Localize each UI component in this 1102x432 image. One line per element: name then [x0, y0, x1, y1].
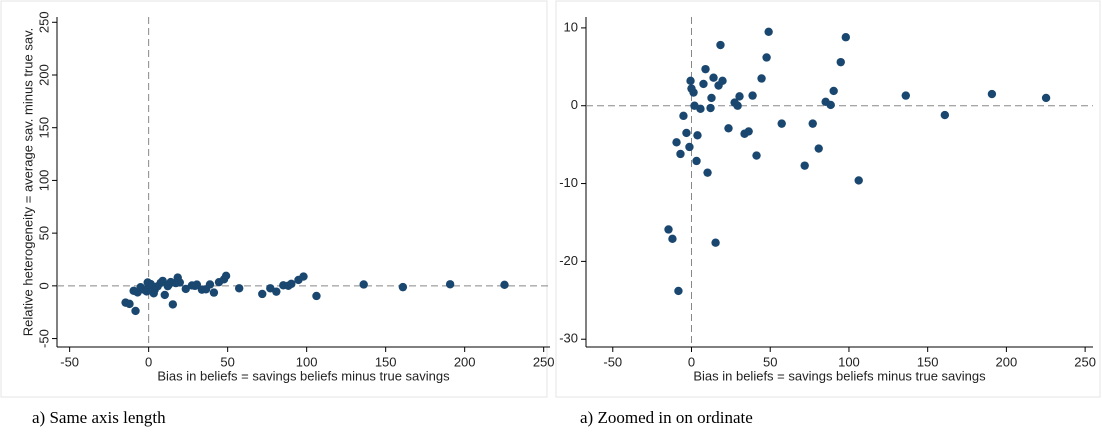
point	[125, 299, 134, 309]
x-tick-label: 250	[1074, 354, 1096, 369]
point	[757, 74, 766, 83]
point	[748, 91, 757, 100]
y-tick-label: 100	[36, 170, 51, 192]
caption: a) Zoomed in on ordinate	[580, 408, 753, 427]
y-axis-label: Relative heterogeneity = average sav. mi…	[20, 28, 35, 336]
x-tick-label: 0	[145, 354, 152, 369]
point	[234, 284, 244, 293]
point	[711, 238, 720, 247]
point	[142, 287, 151, 296]
point	[709, 73, 718, 82]
point	[676, 149, 685, 159]
point	[808, 119, 817, 128]
y-tick-label: 200	[36, 64, 51, 86]
x-tick-label: 50	[763, 354, 777, 369]
point	[724, 124, 733, 133]
point	[679, 111, 688, 121]
panel-frame	[0, 0, 548, 398]
x-tick-label: 0	[688, 354, 695, 369]
y-tick-label: 250	[36, 11, 51, 33]
y-tick-label: 10	[564, 19, 578, 34]
point	[158, 276, 167, 286]
point	[131, 306, 140, 316]
point	[209, 288, 219, 297]
y-tick-label: 0	[571, 97, 578, 112]
point	[718, 76, 727, 86]
x-tick-label: 200	[454, 354, 476, 369]
x-tick-label: 150	[917, 354, 939, 369]
point	[160, 290, 169, 300]
point	[685, 142, 694, 152]
point	[777, 119, 786, 128]
y-tick-label: -20	[559, 253, 578, 268]
point	[221, 271, 231, 281]
point	[800, 161, 809, 170]
x-axis-label: Bias in beliefs = savings beliefs minus …	[693, 368, 986, 383]
x-tick-label: -50	[603, 354, 622, 369]
point	[1041, 93, 1051, 103]
point	[987, 89, 997, 99]
point	[829, 86, 838, 96]
point	[752, 151, 761, 160]
x-tick-label: -50	[60, 354, 79, 369]
point	[841, 33, 850, 42]
point	[692, 156, 701, 166]
point	[733, 101, 742, 110]
point	[682, 128, 691, 138]
point	[181, 284, 190, 294]
point	[762, 53, 771, 62]
point	[258, 289, 267, 299]
point	[664, 225, 673, 234]
x-axis-label: Bias in beliefs = savings beliefs minus …	[157, 368, 450, 383]
point	[854, 176, 863, 185]
point	[814, 144, 823, 153]
point	[693, 131, 702, 140]
y-tick-label: 150	[36, 117, 51, 139]
point	[672, 138, 681, 147]
point	[168, 300, 178, 309]
point	[716, 40, 725, 50]
point	[744, 127, 753, 136]
point	[699, 79, 708, 89]
caption: a) Same axis length	[32, 408, 166, 427]
point	[272, 287, 281, 296]
point	[836, 57, 845, 67]
y-tick-label: 50	[36, 226, 51, 240]
point	[686, 76, 695, 86]
point	[735, 92, 744, 101]
point	[287, 279, 296, 289]
x-tick-label: 50	[220, 354, 234, 369]
point	[312, 291, 321, 301]
x-tick-label: 100	[296, 354, 318, 369]
point	[668, 234, 677, 244]
point	[707, 93, 716, 103]
y-tick-label: -50	[36, 329, 51, 348]
x-tick-label: 250	[533, 354, 555, 369]
point	[445, 280, 455, 289]
point	[940, 110, 950, 120]
y-tick-label: -30	[559, 331, 578, 346]
point	[703, 168, 712, 177]
x-tick-label: 200	[996, 354, 1018, 369]
point	[299, 272, 308, 281]
point	[826, 100, 835, 110]
point	[205, 280, 215, 289]
point	[398, 282, 408, 292]
y-tick-label: -10	[559, 175, 578, 190]
point	[359, 280, 368, 289]
point	[689, 88, 698, 97]
point	[706, 103, 715, 113]
x-tick-label: 150	[375, 354, 397, 369]
point	[764, 27, 773, 36]
point	[701, 64, 710, 74]
point	[175, 278, 184, 287]
point	[674, 286, 683, 296]
point	[901, 91, 910, 100]
point	[696, 104, 705, 114]
y-tick-label: 0	[36, 282, 51, 289]
x-tick-label: 100	[838, 354, 860, 369]
panel-frame	[555, 0, 1101, 398]
point	[500, 280, 509, 289]
